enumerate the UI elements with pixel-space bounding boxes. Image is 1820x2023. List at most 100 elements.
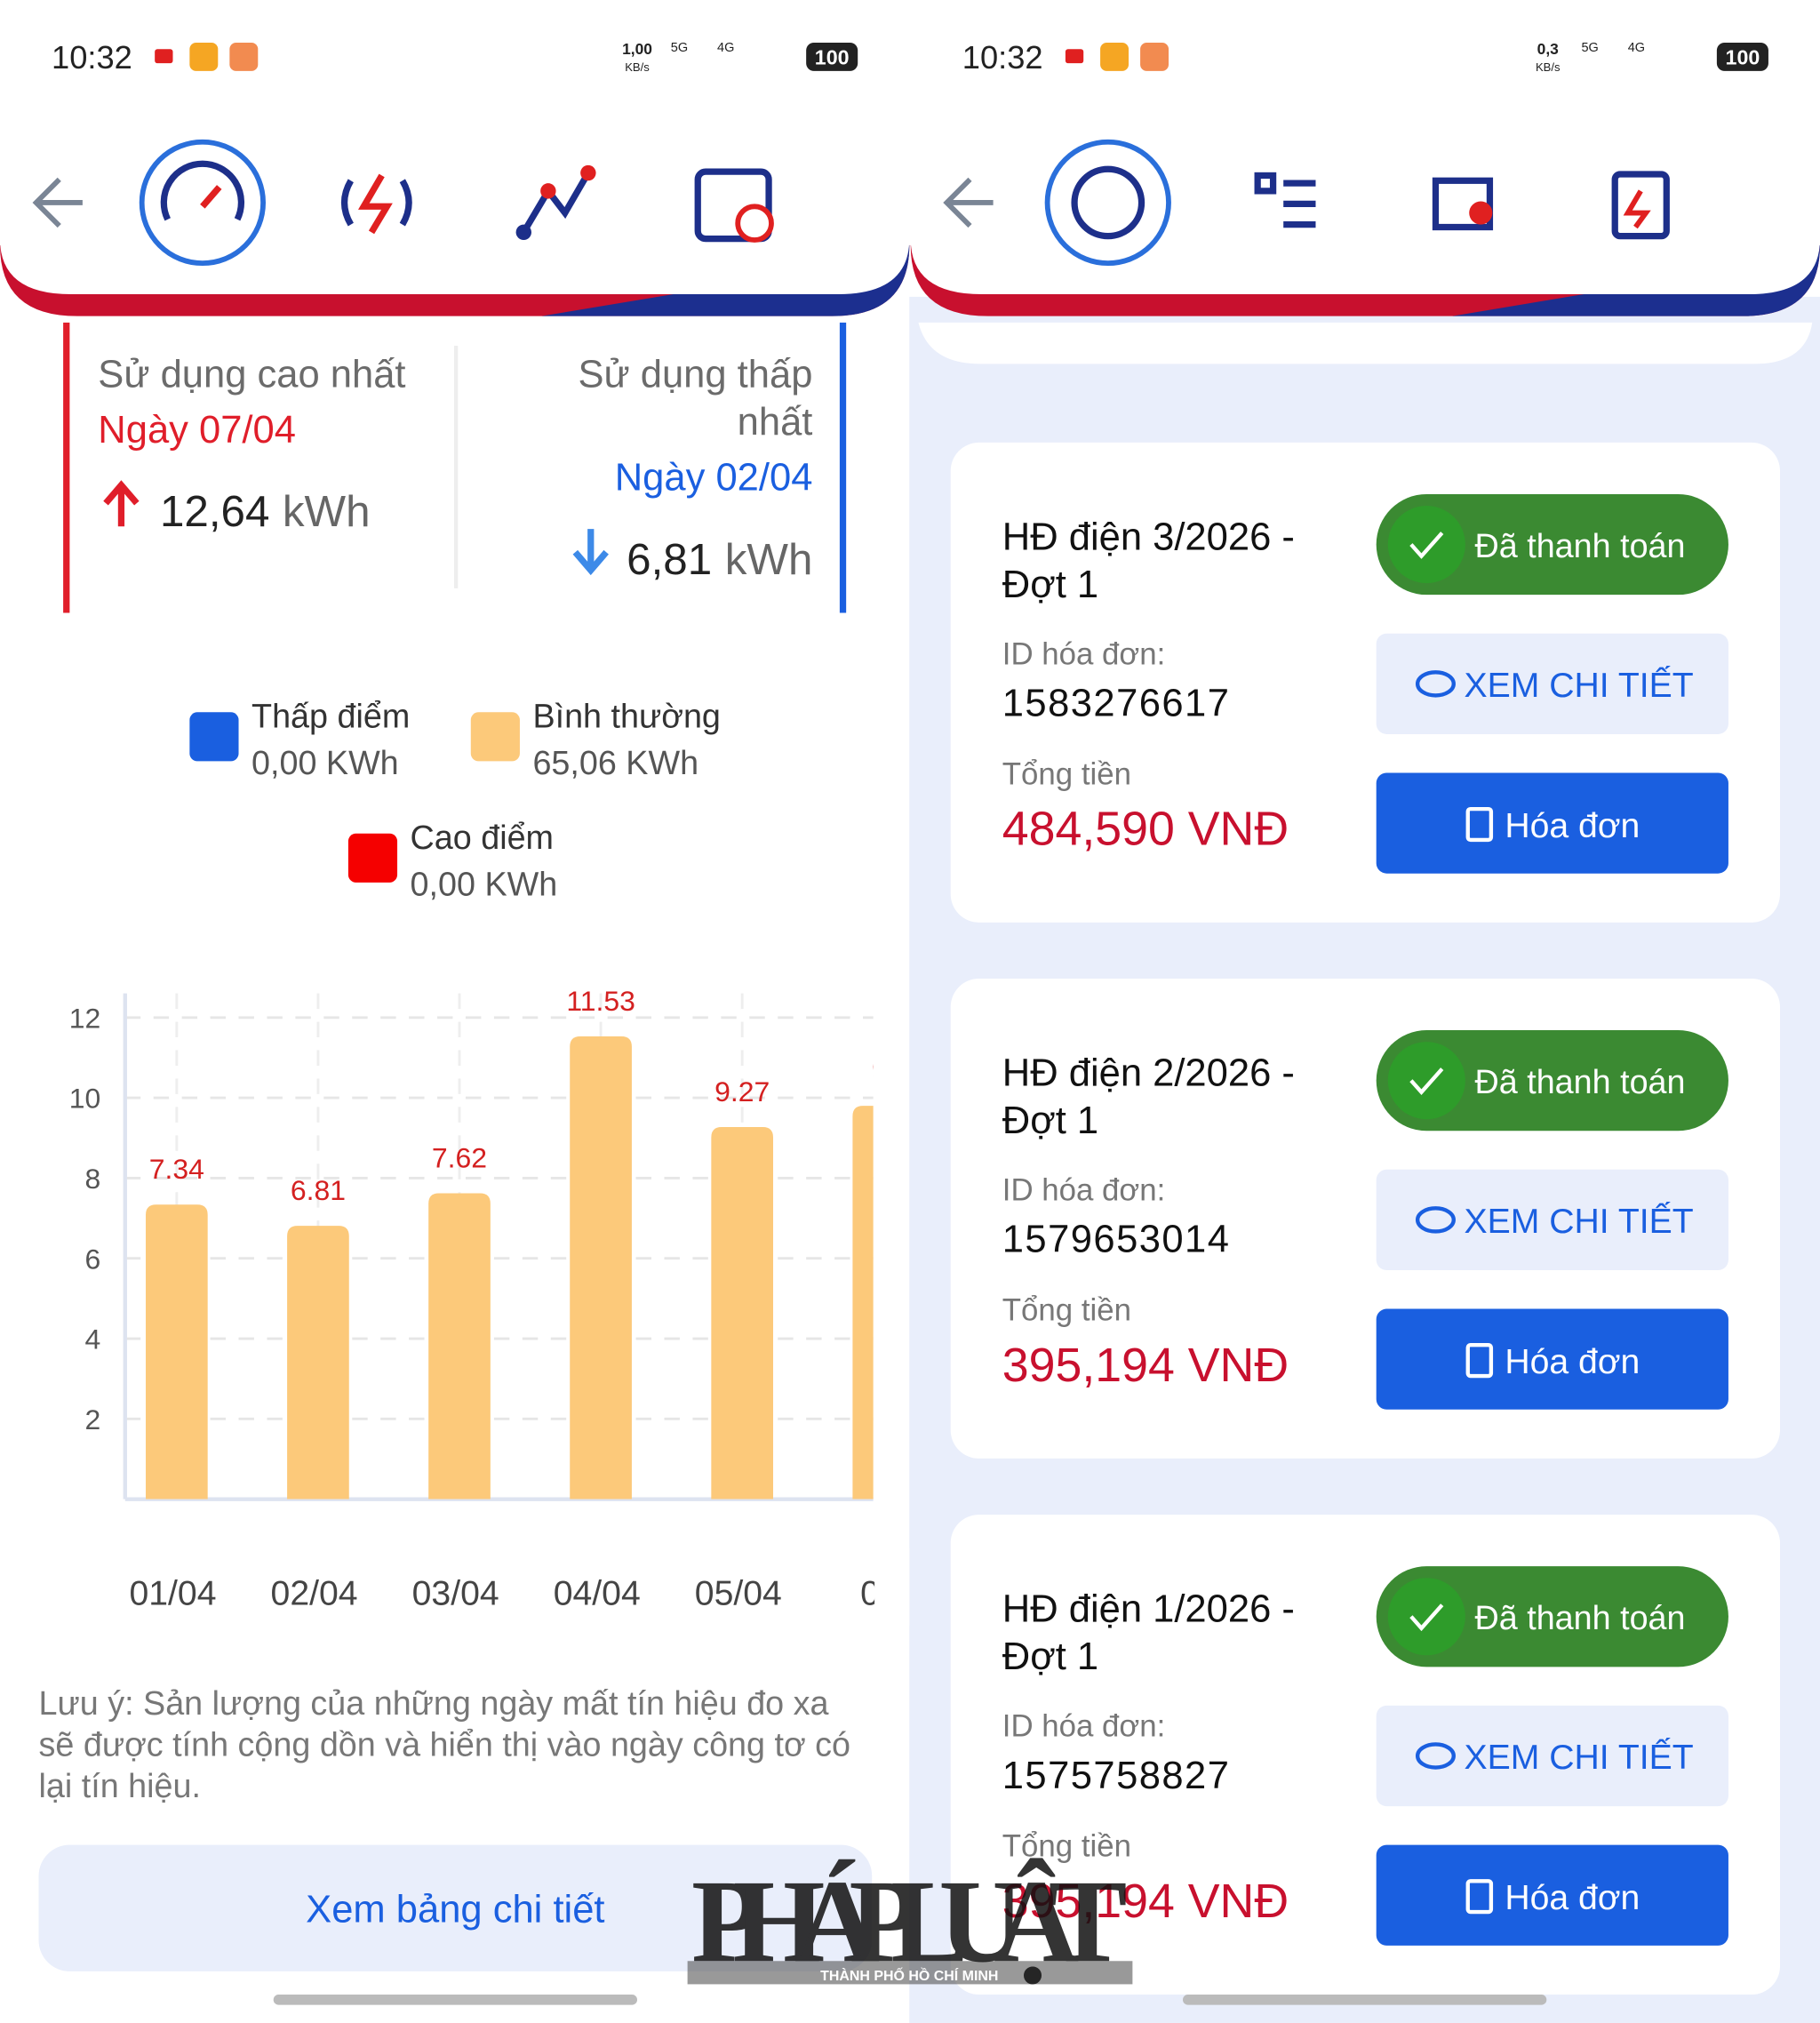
divider [453,346,459,588]
data-label: 9. [872,1054,896,1086]
data-label: 6.81 [291,1174,346,1206]
status-pill [1376,1566,1728,1667]
down-arrow [572,529,609,576]
y-tick-label: 8 [84,1163,100,1195]
check [1409,1603,1444,1632]
y-tick-label: 2 [84,1403,100,1435]
button-label: Hóa đơn [1505,1879,1640,1917]
net-type: 4G [717,41,734,55]
status-label: Đã thanh toán [1475,1599,1686,1636]
invoice-button[interactable] [1376,772,1728,874]
detail-button[interactable] [1376,1169,1728,1271]
net-speed-unit: KB/s [625,60,650,74]
icon [1071,165,1145,240]
tab-payment[interactable] [1044,139,1171,267]
pdf-icon [1465,806,1494,843]
legend-swatch [347,833,398,883]
status-pill [1376,493,1728,596]
header-band [541,244,910,316]
detail-button[interactable] [1376,633,1728,734]
watermark-sub: THÀNH PHỐ HỒ CHÍ MINH [820,1966,998,1984]
battery-level: 100 [815,46,850,69]
icon[interactable] [1611,171,1670,240]
legend-label: Cao điểm [411,819,554,856]
x-tick-label: 03/04 [412,1575,499,1613]
tab-meter[interactable] [139,139,266,267]
eye-icon [1415,670,1456,698]
detail-table-button[interactable] [38,1844,873,1971]
y-tick-label: 6 [84,1243,100,1275]
header [0,0,910,294]
status-label: Đã thanh toán [1475,527,1686,564]
stat-title: nhất [738,401,813,444]
x-tick-label: 04/04 [554,1575,641,1613]
total-label: Tổng tiền [1002,1829,1131,1864]
button-label: XEM CHI TIẾT [1464,1738,1693,1777]
check [1409,532,1444,559]
icon[interactable] [1432,177,1494,231]
bar [146,1204,208,1499]
status-icon [1140,42,1169,71]
stat-unit: kWh [725,535,813,584]
check-circle [1387,506,1465,584]
bill-amount: 484,590 VNĐ [1002,803,1289,856]
data-label: 7.34 [149,1153,204,1185]
bar [287,1226,349,1499]
net-speed: 0,3 [1537,40,1560,58]
bar [711,1127,774,1499]
accent-bar [839,322,847,613]
invoice-button[interactable] [1376,1308,1728,1410]
icon[interactable] [340,173,412,235]
bar [428,1193,491,1499]
stat-date: Ngày 02/04 [615,457,813,500]
bill-amount: 395,194 VNĐ [1002,1339,1289,1392]
stat-date: Ngày 07/04 [98,409,296,452]
status-icon [1100,42,1130,71]
data-label: 11.53 [566,985,635,1017]
note: sẽ được tính cộng dồn và hiển thị vào ng… [39,1725,850,1763]
status-pill [1376,1030,1728,1131]
legend-label: Bình thường [532,698,720,735]
button-label: Hóa đơn [1505,1343,1640,1381]
net-type: 5G [1581,41,1598,55]
status-icon [229,42,259,71]
icon[interactable] [694,168,774,243]
status-icon [189,42,219,71]
pdf-icon [1465,1879,1494,1915]
check-circle [1387,1042,1465,1120]
legend-swatch [470,712,520,762]
bill-title: Đợt 1 [1002,1099,1098,1142]
watermark-bar [687,1961,1133,1985]
net-speed-unit: KB/s [1536,60,1561,74]
data-label: 9.27 [714,1075,770,1107]
stat-unit: kWh [283,487,371,536]
check [1409,1067,1444,1095]
battery-level: 100 [1726,46,1760,69]
icon[interactable] [515,164,596,241]
header [910,0,1820,294]
bill-title: HĐ điện 1/2026 - [1002,1588,1295,1631]
x-tick-label: 01/04 [129,1575,216,1613]
back-button[interactable] [943,177,994,228]
card-edge [918,322,1813,364]
legend-label: Thấp điểm [251,698,410,735]
legend-value: 0,00 KWh [251,744,399,781]
button-label: Hóa đơn [1505,807,1640,845]
invoice-button[interactable] [1376,1844,1728,1946]
icon[interactable] [1254,172,1316,228]
bill-title: Đợt 1 [1002,1635,1098,1678]
data-label: 7.62 [432,1142,487,1174]
bill-amount: 395,194 VNĐ [1002,1875,1289,1928]
x-tick-label: 05/04 [695,1575,782,1613]
legend-value: 0,00 KWh [411,865,558,902]
bar [852,1106,874,1499]
status-icon [155,49,173,64]
detail-button[interactable] [1376,1705,1728,1807]
id-label: ID hóa đơn: [1002,1173,1166,1208]
back-button[interactable] [32,177,83,228]
total-label: Tổng tiền [1002,1293,1131,1328]
battery [1716,42,1768,71]
bill-id: 1575758827 [1002,1755,1231,1797]
home-indicator [273,1995,638,2005]
